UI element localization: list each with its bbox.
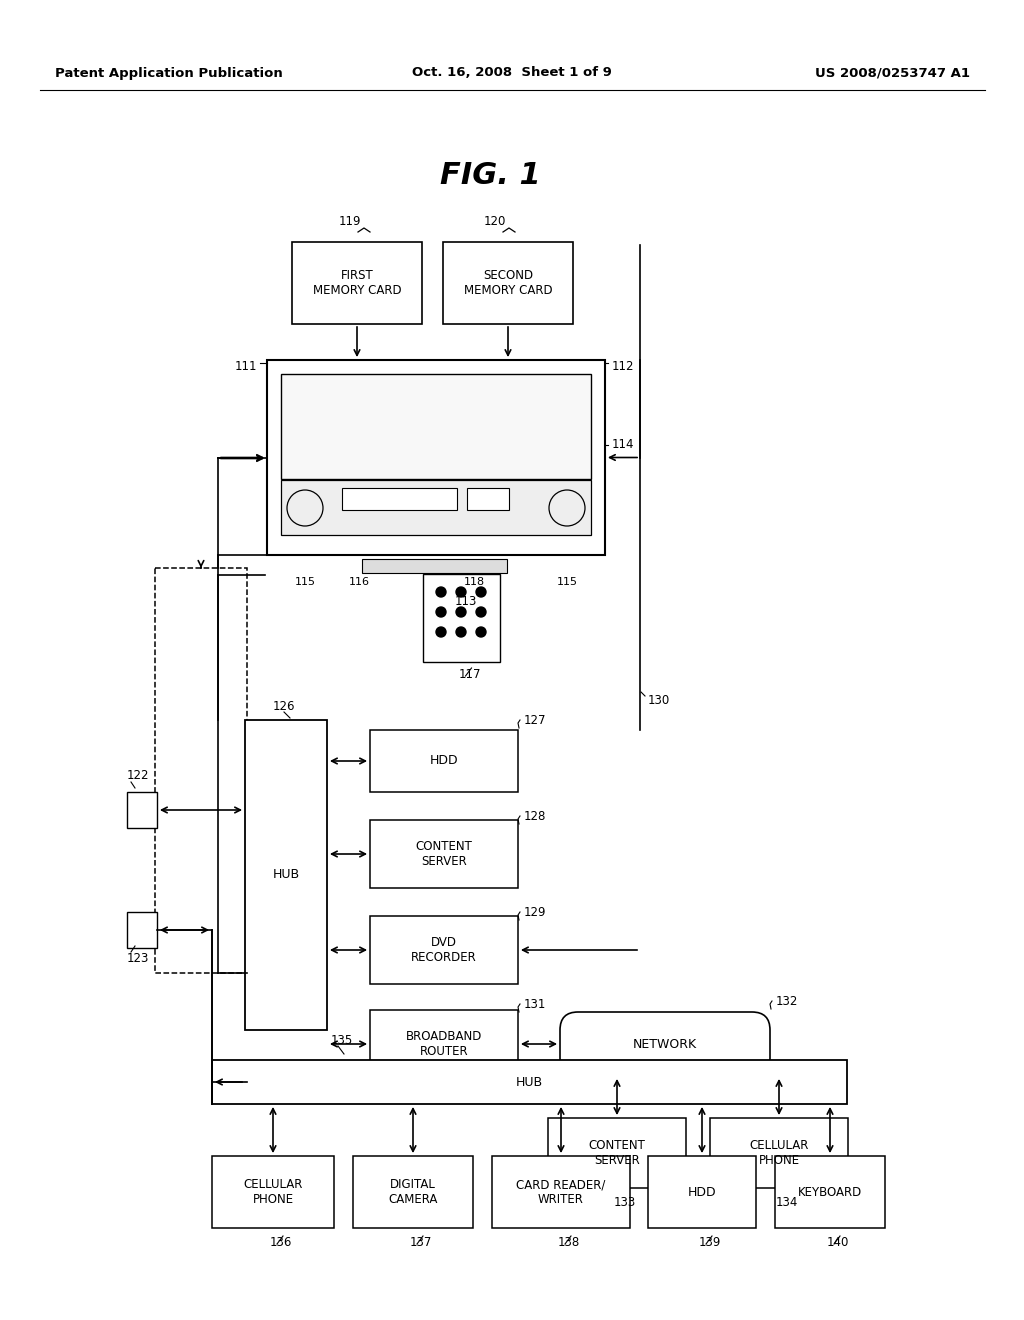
Text: 116: 116 <box>348 577 370 587</box>
Bar <box>281 480 591 535</box>
Bar <box>127 792 157 828</box>
Circle shape <box>476 627 486 638</box>
Text: HDD: HDD <box>688 1185 717 1199</box>
Bar <box>370 730 518 792</box>
Text: 111: 111 <box>234 360 257 374</box>
Bar <box>467 488 509 510</box>
Bar <box>267 360 605 554</box>
Text: 133: 133 <box>613 1196 636 1209</box>
Circle shape <box>436 627 446 638</box>
Text: 119: 119 <box>339 215 361 228</box>
Text: 138: 138 <box>558 1236 581 1249</box>
Text: 112: 112 <box>612 360 635 374</box>
Text: CARD READER/
WRITER: CARD READER/ WRITER <box>516 1177 605 1206</box>
Text: 122: 122 <box>127 770 150 781</box>
Bar <box>370 916 518 983</box>
Text: 134: 134 <box>776 1196 798 1209</box>
Circle shape <box>456 587 466 597</box>
Text: CELLULAR
PHONE: CELLULAR PHONE <box>750 1139 809 1167</box>
Text: Oct. 16, 2008  Sheet 1 of 9: Oct. 16, 2008 Sheet 1 of 9 <box>412 66 612 79</box>
Text: 130: 130 <box>648 693 671 706</box>
Bar <box>492 1156 630 1228</box>
Text: 120: 120 <box>483 215 506 228</box>
Text: HUB: HUB <box>516 1076 543 1089</box>
Bar <box>292 242 422 323</box>
Text: DVD
RECORDER: DVD RECORDER <box>411 936 477 964</box>
Text: CELLULAR
PHONE: CELLULAR PHONE <box>244 1177 303 1206</box>
Text: KEYBOARD: KEYBOARD <box>798 1185 862 1199</box>
Text: 123: 123 <box>127 952 150 965</box>
Text: 132: 132 <box>776 995 799 1008</box>
Bar <box>370 820 518 888</box>
Bar <box>212 1060 847 1104</box>
Circle shape <box>456 627 466 638</box>
Text: HUB: HUB <box>272 869 300 882</box>
Text: SECOND
MEMORY CARD: SECOND MEMORY CARD <box>464 269 552 297</box>
Text: 139: 139 <box>698 1236 721 1249</box>
Bar <box>775 1156 885 1228</box>
Bar <box>353 1156 473 1228</box>
Bar <box>281 374 591 479</box>
Text: HDD: HDD <box>430 755 459 767</box>
Text: CONTENT
SERVER: CONTENT SERVER <box>416 840 472 869</box>
Text: 115: 115 <box>556 577 578 587</box>
Text: FIG. 1: FIG. 1 <box>439 161 541 190</box>
Text: 129: 129 <box>524 906 547 919</box>
Text: FIRST
MEMORY CARD: FIRST MEMORY CARD <box>312 269 401 297</box>
Bar <box>370 1010 518 1078</box>
Text: 113: 113 <box>455 595 477 609</box>
Text: 117: 117 <box>459 668 480 681</box>
Bar <box>212 1156 334 1228</box>
Circle shape <box>456 607 466 616</box>
Text: NETWORK: NETWORK <box>633 1038 697 1051</box>
Text: Patent Application Publication: Patent Application Publication <box>55 66 283 79</box>
Bar <box>648 1156 756 1228</box>
Text: 115: 115 <box>295 577 315 587</box>
Bar <box>362 558 507 573</box>
Circle shape <box>436 607 446 616</box>
Text: CONTENT
SERVER: CONTENT SERVER <box>589 1139 645 1167</box>
Text: 137: 137 <box>410 1236 432 1249</box>
Circle shape <box>476 607 486 616</box>
Text: 126: 126 <box>272 700 295 713</box>
Text: 118: 118 <box>464 577 484 587</box>
Bar <box>423 574 500 663</box>
Bar <box>710 1118 848 1188</box>
Text: 140: 140 <box>826 1236 849 1249</box>
Circle shape <box>476 587 486 597</box>
Text: 135: 135 <box>331 1034 353 1047</box>
FancyBboxPatch shape <box>560 1012 770 1076</box>
Text: DIGITAL
CAMERA: DIGITAL CAMERA <box>388 1177 437 1206</box>
Bar <box>548 1118 686 1188</box>
Text: 136: 136 <box>269 1236 292 1249</box>
Text: US 2008/0253747 A1: US 2008/0253747 A1 <box>815 66 970 79</box>
Text: 131: 131 <box>524 998 547 1011</box>
Bar <box>245 719 327 1030</box>
Bar <box>155 568 247 973</box>
Text: 114: 114 <box>612 438 635 451</box>
Circle shape <box>436 587 446 597</box>
Text: 128: 128 <box>524 810 547 822</box>
Bar <box>127 912 157 948</box>
Bar <box>342 488 457 510</box>
Text: 127: 127 <box>524 714 547 727</box>
Bar <box>443 242 573 323</box>
Text: BROADBAND
ROUTER: BROADBAND ROUTER <box>406 1030 482 1059</box>
